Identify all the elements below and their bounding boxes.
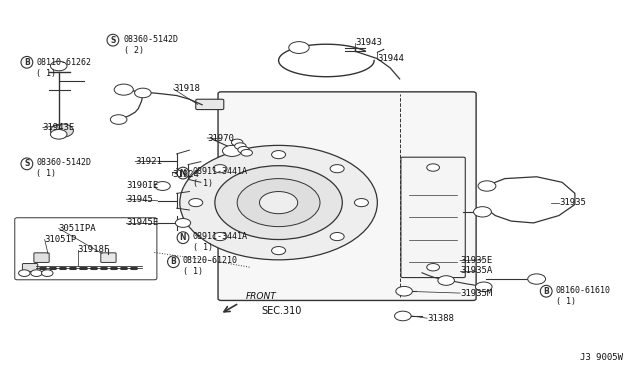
- Circle shape: [476, 282, 492, 292]
- Text: 3051IPA: 3051IPA: [59, 224, 97, 233]
- Text: ( 2): ( 2): [124, 46, 144, 55]
- Text: 3190IE: 3190IE: [126, 182, 159, 190]
- FancyBboxPatch shape: [218, 92, 476, 301]
- Text: FRONT: FRONT: [246, 292, 276, 301]
- Circle shape: [180, 145, 378, 260]
- FancyBboxPatch shape: [401, 157, 465, 278]
- Circle shape: [355, 199, 369, 207]
- Text: 31924: 31924: [172, 170, 199, 179]
- Circle shape: [237, 179, 320, 227]
- Text: 08160-61610: 08160-61610: [556, 286, 611, 295]
- Circle shape: [155, 182, 170, 190]
- Text: 31918: 31918: [173, 84, 200, 93]
- Text: 31943E: 31943E: [43, 123, 75, 132]
- Text: 31935: 31935: [559, 198, 586, 207]
- Circle shape: [396, 286, 412, 296]
- Circle shape: [51, 124, 74, 137]
- Circle shape: [223, 145, 242, 157]
- Circle shape: [478, 181, 496, 191]
- Text: ( 1): ( 1): [36, 69, 56, 78]
- Circle shape: [271, 151, 285, 159]
- Text: 08120-61210: 08120-61210: [183, 256, 238, 265]
- Text: N: N: [180, 169, 186, 177]
- Circle shape: [248, 185, 309, 220]
- Circle shape: [235, 143, 246, 150]
- Circle shape: [241, 150, 252, 156]
- FancyBboxPatch shape: [100, 253, 116, 262]
- Circle shape: [213, 232, 227, 241]
- FancyBboxPatch shape: [15, 218, 157, 280]
- Circle shape: [271, 247, 285, 255]
- Circle shape: [289, 42, 309, 54]
- FancyBboxPatch shape: [22, 263, 38, 272]
- Text: 08360-5142D: 08360-5142D: [36, 158, 92, 167]
- Circle shape: [19, 270, 30, 276]
- Text: ( 1): ( 1): [193, 179, 212, 187]
- Text: ( 1): ( 1): [36, 169, 56, 178]
- Circle shape: [528, 274, 545, 284]
- Circle shape: [427, 164, 440, 171]
- Circle shape: [51, 61, 67, 71]
- Text: 31945: 31945: [126, 195, 153, 204]
- Circle shape: [213, 165, 227, 173]
- Text: 31388: 31388: [427, 314, 454, 323]
- Circle shape: [175, 218, 191, 227]
- Circle shape: [114, 84, 133, 95]
- Text: 08110-61262: 08110-61262: [36, 58, 92, 67]
- Circle shape: [215, 166, 342, 240]
- Circle shape: [438, 276, 454, 285]
- Circle shape: [189, 199, 203, 207]
- FancyBboxPatch shape: [34, 253, 49, 262]
- Circle shape: [330, 232, 344, 241]
- Text: 31945E: 31945E: [126, 218, 159, 227]
- Text: SEC.310: SEC.310: [262, 306, 302, 316]
- Text: 08911-3441A: 08911-3441A: [193, 232, 248, 241]
- Text: 31935M: 31935M: [460, 289, 492, 298]
- Text: B: B: [171, 257, 176, 266]
- Circle shape: [259, 192, 298, 214]
- Text: B: B: [24, 58, 29, 67]
- Circle shape: [31, 270, 42, 276]
- Text: B: B: [543, 287, 549, 296]
- Text: S: S: [110, 36, 116, 45]
- Text: 31935A: 31935A: [460, 266, 492, 275]
- Text: 08911-3441A: 08911-3441A: [193, 167, 248, 176]
- Text: 31943: 31943: [355, 38, 382, 47]
- Circle shape: [110, 115, 127, 124]
- Circle shape: [330, 165, 344, 173]
- Text: 31051P: 31051P: [45, 235, 77, 244]
- Circle shape: [474, 207, 492, 217]
- Text: 31921: 31921: [135, 157, 162, 166]
- Text: J3 9005W: J3 9005W: [580, 353, 623, 362]
- Text: N: N: [180, 233, 186, 242]
- Circle shape: [51, 129, 67, 139]
- Text: ( 1): ( 1): [183, 267, 203, 276]
- Circle shape: [42, 270, 53, 276]
- Text: S: S: [24, 159, 29, 169]
- Text: ( 1): ( 1): [556, 297, 576, 306]
- Text: 31944: 31944: [378, 54, 404, 63]
- Text: 31935E: 31935E: [460, 256, 492, 265]
- Circle shape: [134, 88, 151, 98]
- Circle shape: [238, 147, 249, 153]
- Text: 31918F: 31918F: [78, 245, 110, 254]
- Text: 08360-5142D: 08360-5142D: [124, 35, 179, 44]
- Circle shape: [427, 263, 440, 271]
- Text: ( 1): ( 1): [193, 243, 212, 252]
- Circle shape: [394, 311, 411, 321]
- Circle shape: [232, 139, 243, 146]
- FancyBboxPatch shape: [196, 99, 224, 110]
- Text: 31970: 31970: [207, 134, 234, 142]
